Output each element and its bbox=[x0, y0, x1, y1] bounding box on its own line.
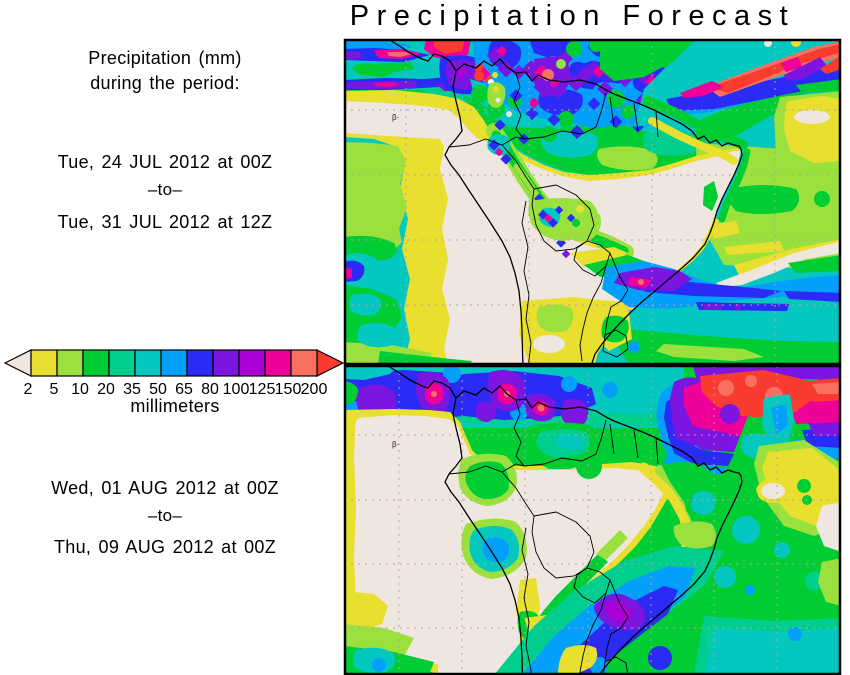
svg-text:β·: β· bbox=[392, 440, 399, 449]
svg-text:β·: β· bbox=[392, 113, 399, 122]
